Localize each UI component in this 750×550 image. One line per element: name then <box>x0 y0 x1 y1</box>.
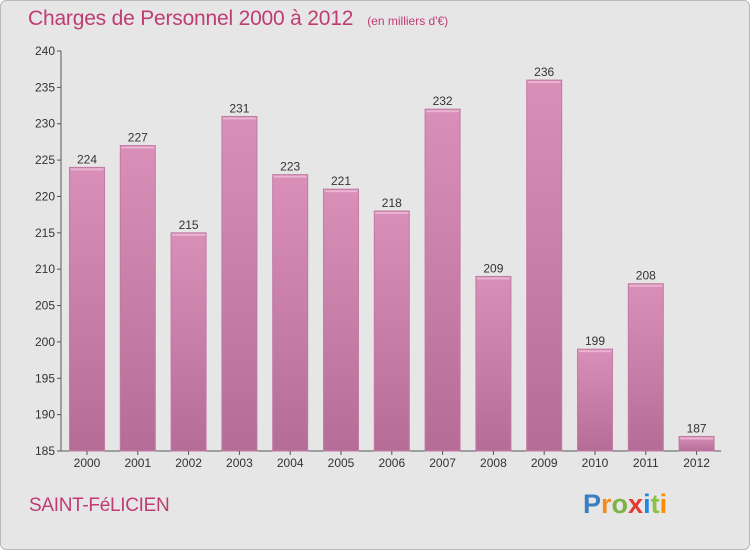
bar <box>119 145 156 452</box>
value-label: 199 <box>585 334 605 348</box>
bar-highlight <box>121 146 155 149</box>
bar-highlight <box>70 168 104 171</box>
y-tick-label: 200 <box>35 335 55 349</box>
value-label: 231 <box>229 101 249 115</box>
bar <box>69 166 105 452</box>
bar <box>323 188 359 452</box>
logo-letter: i <box>643 489 651 519</box>
chart-unit: (en milliers d'€) <box>367 14 449 28</box>
value-label: 221 <box>331 174 351 188</box>
bar-highlight <box>578 350 612 353</box>
y-tick-label: 220 <box>35 189 55 203</box>
logo-letter: o <box>611 489 629 519</box>
value-label: 218 <box>382 196 402 210</box>
bar <box>272 174 309 452</box>
bar-highlight <box>476 277 510 280</box>
y-tick-label: 205 <box>35 299 55 313</box>
y-tick-label: 235 <box>35 80 55 94</box>
value-label: 187 <box>687 421 707 435</box>
x-tick-label: 2005 <box>328 456 355 470</box>
value-label: 232 <box>433 94 453 108</box>
x-tick-label: 2002 <box>175 456 202 470</box>
y-tick-label: 225 <box>35 153 55 167</box>
bar <box>627 283 664 452</box>
bar <box>526 79 563 452</box>
y-tick-label: 190 <box>35 408 55 422</box>
x-tick-label: 2003 <box>226 456 253 470</box>
bar-highlight <box>629 284 663 287</box>
logo-letter: i <box>659 489 668 519</box>
y-tick-label: 230 <box>35 117 55 131</box>
bar-highlight <box>273 175 307 178</box>
bar <box>170 232 207 452</box>
bar-highlight <box>375 212 409 214</box>
bar-highlight <box>680 437 714 440</box>
logo-letter: r <box>601 489 612 519</box>
x-tick-label: 2008 <box>480 456 507 470</box>
x-tick-label: 2001 <box>124 456 151 470</box>
x-tick-label: 2007 <box>429 456 456 470</box>
x-tick-label: 2012 <box>683 456 710 470</box>
x-tick-label: 2000 <box>74 456 101 470</box>
y-tick-label: 195 <box>35 371 55 385</box>
bar <box>424 108 461 452</box>
logo-letter: P <box>583 489 602 519</box>
bar-highlight <box>222 117 256 120</box>
logo-letter: x <box>628 489 644 519</box>
value-label: 223 <box>280 160 300 174</box>
x-tick-label: 2009 <box>531 456 558 470</box>
logo-letter: t <box>650 489 660 519</box>
y-tick-label: 185 <box>35 444 55 458</box>
x-tick-label: 2004 <box>277 456 304 470</box>
chart-title: Charges de Personnel 2000 à 2012 <box>28 7 354 30</box>
x-tick-label: 2006 <box>378 456 405 470</box>
chart-header: Charges de Personnel 2000 à 2012 (en mill… <box>28 7 448 31</box>
y-tick-label: 215 <box>35 226 55 240</box>
bar <box>577 348 613 452</box>
x-tick-label: 2011 <box>633 456 659 470</box>
bar <box>475 275 512 452</box>
value-label: 208 <box>636 269 656 283</box>
bar-highlight <box>324 190 358 193</box>
value-label: 236 <box>534 65 554 79</box>
value-label: 227 <box>128 131 148 145</box>
bar <box>373 210 410 452</box>
y-tick-label: 240 <box>35 44 55 58</box>
x-tick-label: 2010 <box>582 456 609 470</box>
bar-highlight <box>172 233 206 236</box>
value-label: 224 <box>77 152 97 166</box>
value-label: 215 <box>179 218 199 232</box>
value-label: 209 <box>483 261 503 275</box>
proxiti-logo[interactable]: Proxiti <box>583 489 667 520</box>
place-name: SAINT-FéLICIEN <box>29 495 170 516</box>
bar <box>221 115 258 452</box>
bar-highlight <box>527 81 561 84</box>
y-tick-label: 210 <box>35 262 55 276</box>
bar-highlight <box>426 110 460 113</box>
